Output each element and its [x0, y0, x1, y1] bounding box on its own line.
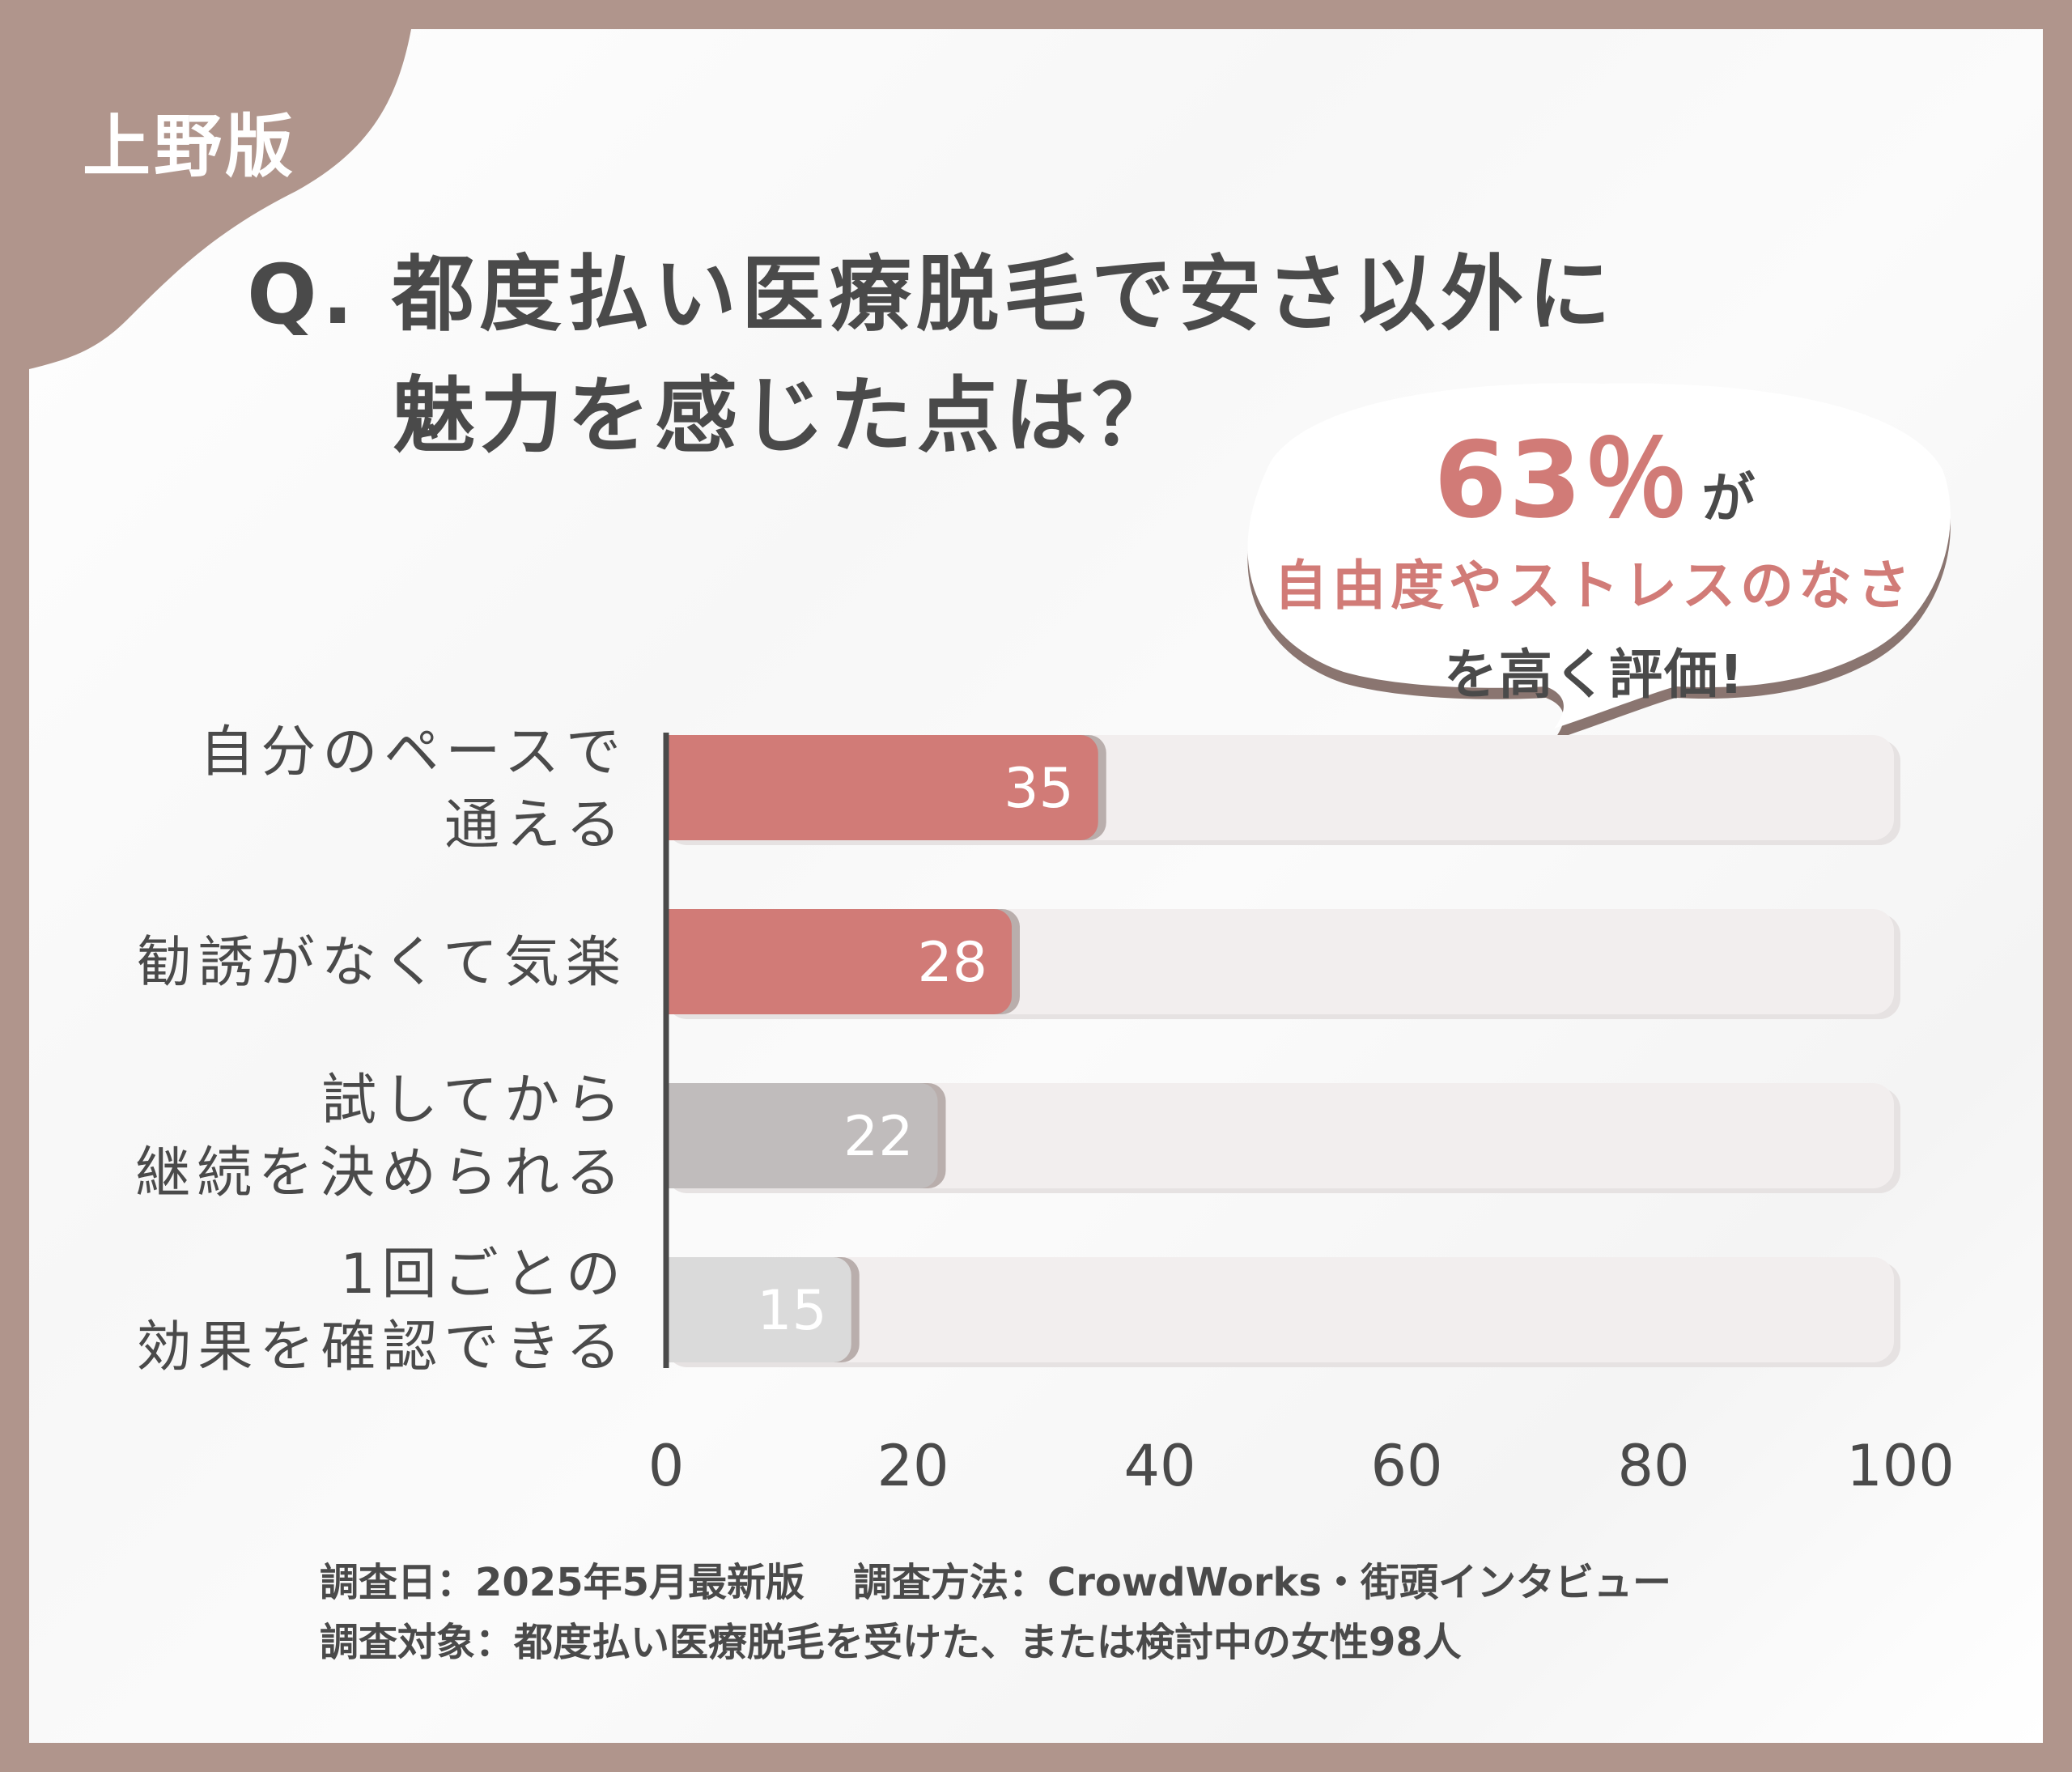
- bar-left-edge: [666, 909, 690, 1014]
- survey-target: 調査対象：都度払い医療脱毛を受けた、または検討中の女性98人: [320, 1620, 1462, 1665]
- category-label: 勧誘がなくて気楽: [137, 931, 627, 995]
- question-line-1: Q. 都度払い医療脱毛で安さ以外に: [247, 247, 1616, 343]
- bar: [666, 1257, 851, 1362]
- x-tick-label: 40: [1123, 1433, 1195, 1499]
- bar-left-edge: [666, 1083, 690, 1188]
- survey-method: 調査方法：CrowdWorks・街頭インタビュー: [853, 1560, 1671, 1605]
- callout-suffix: が: [1701, 467, 1756, 529]
- corner-tab-shape: [29, 29, 411, 369]
- category-label: 継続を決められる: [135, 1141, 627, 1205]
- bar: [666, 735, 1098, 840]
- x-tick-label: 0: [648, 1433, 685, 1499]
- category-label: 自分のペースで: [199, 720, 627, 784]
- survey-date: 調査日：2025年5月最新版: [320, 1560, 805, 1605]
- speech-bubble-text: 63％が 自由度やストレスのなさ を高く評価!: [1238, 395, 1951, 709]
- category-label: 1回ごとの: [340, 1243, 627, 1307]
- bar-left-edge: [666, 1257, 690, 1362]
- x-tick-label: 100: [1846, 1433, 1955, 1499]
- bar-value-label: 22: [843, 1105, 914, 1169]
- bar-value-label: 15: [757, 1279, 827, 1343]
- edition-tag: 上野版: [83, 107, 297, 186]
- speech-bubble: [1247, 383, 1951, 740]
- question-title: Q. 都度払い医療脱毛で安さ以外に 魅力を感じた点は？: [247, 235, 1616, 478]
- callout-closing: を高く評価!: [1443, 644, 1746, 706]
- bar-track: [666, 1257, 1894, 1362]
- infographic-card: 上野版: [29, 29, 2043, 1743]
- callout-highlight: 自由度やストレスのなさ: [1274, 555, 1915, 617]
- bar-left-edge: [666, 735, 690, 840]
- x-tick-label: 20: [877, 1433, 949, 1499]
- bar: [666, 1083, 938, 1188]
- x-tick-label: 60: [1370, 1433, 1442, 1499]
- bar: [666, 909, 1012, 1014]
- survey-footer: 調査日：2025年5月最新版 調査方法：CrowdWorks・街頭インタビュー 調…: [320, 1553, 1671, 1672]
- callout-percent: 63％: [1433, 419, 1691, 542]
- bar-track: [666, 1083, 1894, 1188]
- category-label: 通える: [444, 793, 627, 857]
- x-tick-label: 80: [1617, 1433, 1689, 1499]
- bar-value-label: 28: [917, 931, 987, 995]
- category-label: 効果を確認できる: [136, 1315, 627, 1379]
- bar-value-label: 35: [1004, 757, 1074, 821]
- category-label: 試してから: [321, 1069, 627, 1132]
- question-line-2: 魅力を感じた点は？: [393, 368, 1179, 465]
